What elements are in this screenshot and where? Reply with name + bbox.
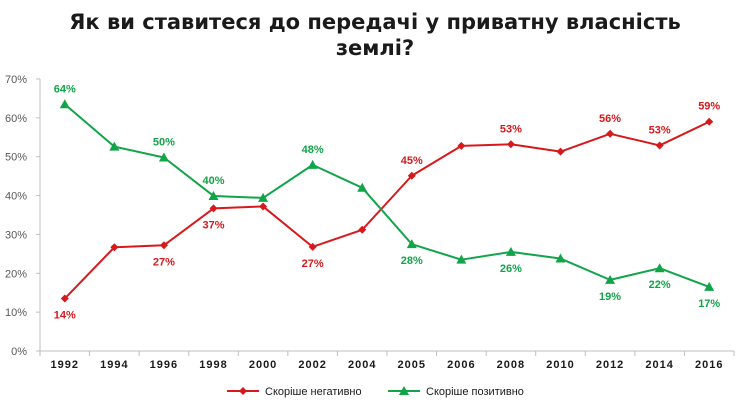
data-point: [307, 159, 318, 169]
x-tick-label: 2014: [645, 359, 673, 371]
series-2: 64% 50% 40% 48% 28% 26% 19% 22% 17%: [54, 83, 721, 310]
legend-marker: [399, 386, 409, 395]
data-point: [457, 141, 466, 150]
title-line-1: Як ви ставитеся до передачі у приватну в…: [69, 10, 681, 34]
data-point: [258, 192, 269, 202]
legend: Скоріше негативно Скоріше позитивно: [227, 386, 524, 398]
data-point: [60, 294, 69, 303]
data-label: 64%: [54, 83, 76, 95]
data-label: 48%: [302, 144, 324, 156]
y-axis: 0% 10% 20% 30% 40% 50% 60% 70%: [5, 74, 41, 358]
data-point: [109, 141, 120, 151]
title-line-2: землі?: [336, 36, 414, 60]
data-label: 50%: [153, 136, 175, 148]
data-point: [605, 274, 616, 284]
y-tick-label: 30%: [5, 229, 27, 241]
x-tick-label: 2000: [249, 359, 277, 371]
legend-item-2: Скоріше позитивно: [388, 386, 524, 398]
data-label: 53%: [649, 124, 671, 136]
data-point: [158, 152, 169, 162]
data-label: 14%: [54, 310, 76, 322]
data-point: [506, 140, 515, 149]
data-point: [505, 246, 516, 256]
x-tick-label: 2008: [497, 359, 525, 371]
x-tick-label: 2005: [398, 359, 426, 371]
chart-title: Як ви ставитеся до передачі у приватну в…: [69, 10, 681, 60]
data-point: [59, 99, 70, 109]
series-line: [64, 120, 710, 300]
data-point: [606, 129, 615, 138]
y-tick-label: 60%: [5, 113, 27, 125]
series-layer: 14% 27% 37% 27% 45% 53% 56% 53% 59% 64% 50% 40% 48% 2…: [54, 83, 721, 321]
data-label: 45%: [401, 155, 423, 167]
x-tick-label: 1996: [150, 359, 178, 371]
x-tick-label: 1992: [51, 359, 79, 371]
legend-item-1: Скоріше негативно: [227, 386, 362, 398]
x-tick-label: 2010: [546, 359, 574, 371]
data-label: 59%: [698, 101, 720, 113]
data-label: 40%: [202, 175, 224, 187]
data-label: 37%: [202, 219, 224, 231]
data-point: [308, 242, 317, 251]
legend-marker: [239, 387, 247, 395]
data-label: 22%: [649, 279, 671, 291]
x-tick-label: 2016: [695, 359, 723, 371]
data-point: [704, 281, 715, 291]
x-tick-label: 2004: [348, 359, 376, 371]
data-point: [406, 239, 417, 249]
data-label: 53%: [500, 123, 522, 135]
data-label: 19%: [599, 291, 621, 303]
y-tick-label: 40%: [5, 191, 27, 203]
legend-label: Скоріше негативно: [265, 386, 362, 398]
data-point: [555, 253, 566, 263]
x-tick-label: 1994: [100, 359, 128, 371]
data-label: 28%: [401, 255, 423, 267]
data-point: [705, 117, 714, 126]
y-tick-label: 50%: [5, 152, 27, 164]
data-label: 17%: [698, 298, 720, 310]
data-label: 27%: [302, 258, 324, 270]
series-line: [64, 103, 710, 288]
y-tick-label: 0%: [11, 346, 27, 358]
data-point: [357, 182, 368, 192]
data-label: 26%: [500, 263, 522, 275]
x-tick-label: 1998: [199, 359, 227, 371]
x-tick-label: 2006: [447, 359, 475, 371]
y-tick-label: 20%: [5, 268, 27, 280]
data-point: [407, 171, 416, 180]
data-point: [208, 190, 219, 200]
data-point: [456, 254, 467, 264]
data-point: [259, 202, 268, 211]
data-point: [159, 241, 168, 250]
data-point: [655, 141, 664, 150]
data-point: [110, 243, 119, 252]
series-1: 14% 27% 37% 27% 45% 53% 56% 53% 59%: [54, 101, 721, 322]
data-point: [358, 225, 367, 234]
data-point: [556, 147, 565, 156]
legend-label: Скоріше позитивно: [426, 386, 524, 398]
x-tick-label: 2002: [298, 359, 326, 371]
x-tick-label: 2012: [596, 359, 624, 371]
data-label: 27%: [153, 256, 175, 268]
x-axis: 1992 1994 1996 1998 2000 2002 2004 2005 2006 2008…: [39, 350, 735, 371]
y-tick-label: 10%: [5, 307, 27, 319]
data-point: [654, 263, 665, 273]
data-label: 56%: [599, 113, 621, 125]
data-point: [209, 204, 218, 213]
y-tick-label: 70%: [5, 74, 27, 86]
